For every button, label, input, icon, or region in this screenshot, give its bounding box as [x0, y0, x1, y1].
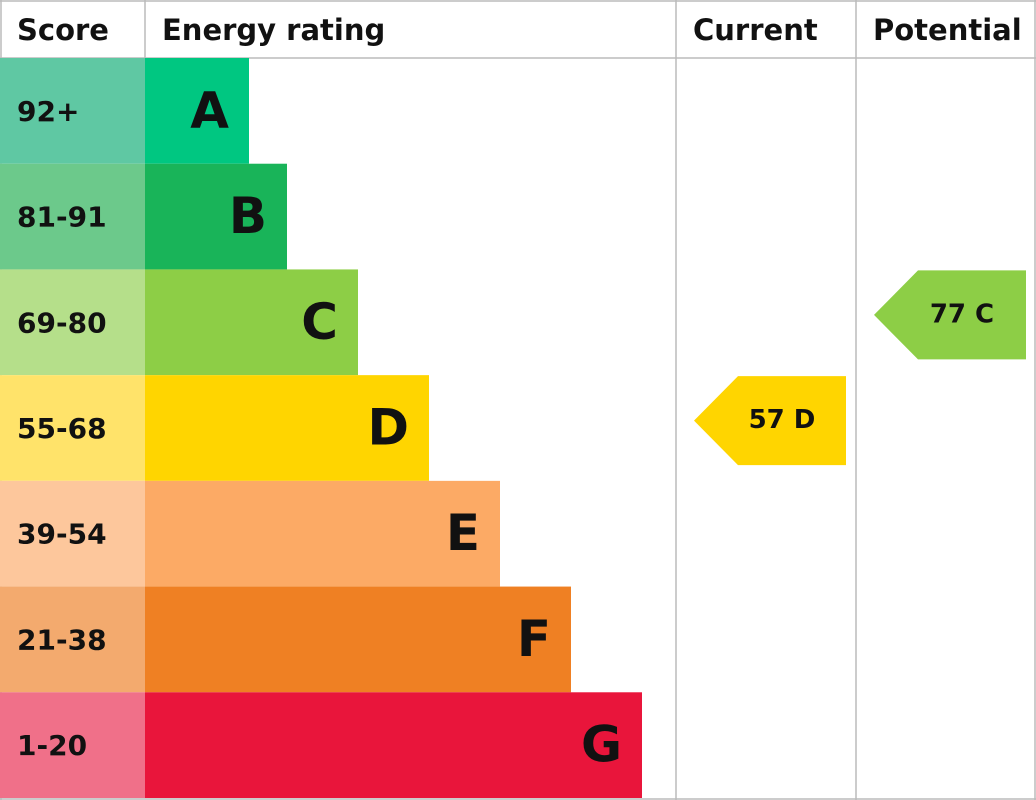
score-label: 55-68 [17, 412, 107, 445]
score-label: 39-54 [17, 518, 107, 551]
band-label: A [190, 81, 229, 139]
header-score: Score [17, 13, 109, 47]
score-label: 81-91 [17, 201, 107, 234]
band-bar [145, 58, 249, 164]
score-cell [0, 163, 145, 270]
band-bar [145, 586, 571, 693]
score-label: 21-38 [17, 623, 107, 656]
band-label: E [446, 504, 480, 562]
potential-label: 77 C [930, 299, 994, 329]
header-potential: Potential [873, 13, 1022, 47]
header-current: Current [693, 13, 818, 47]
potential-arrow [874, 270, 1026, 360]
band-bar [145, 692, 642, 798]
band-label: B [229, 187, 267, 245]
band-bar [145, 163, 287, 270]
band-label: D [367, 399, 409, 457]
band-label: F [517, 610, 551, 668]
score-label: 92+ [17, 95, 79, 128]
score-cell [0, 269, 145, 376]
score-cell [0, 58, 145, 164]
header-rating: Energy rating [162, 13, 385, 47]
score-cell [0, 480, 145, 587]
score-label: 1-20 [17, 729, 87, 762]
current-arrow [694, 376, 846, 466]
score-cell [0, 586, 145, 693]
band-label: C [301, 293, 338, 351]
band-label: G [581, 716, 622, 774]
score-cell [0, 692, 145, 798]
current-label: 57 D [749, 405, 816, 435]
band-bar [145, 480, 500, 587]
score-cell [0, 375, 145, 481]
score-label: 69-80 [17, 306, 107, 339]
band-bar [145, 375, 429, 481]
band-bar [145, 269, 358, 376]
